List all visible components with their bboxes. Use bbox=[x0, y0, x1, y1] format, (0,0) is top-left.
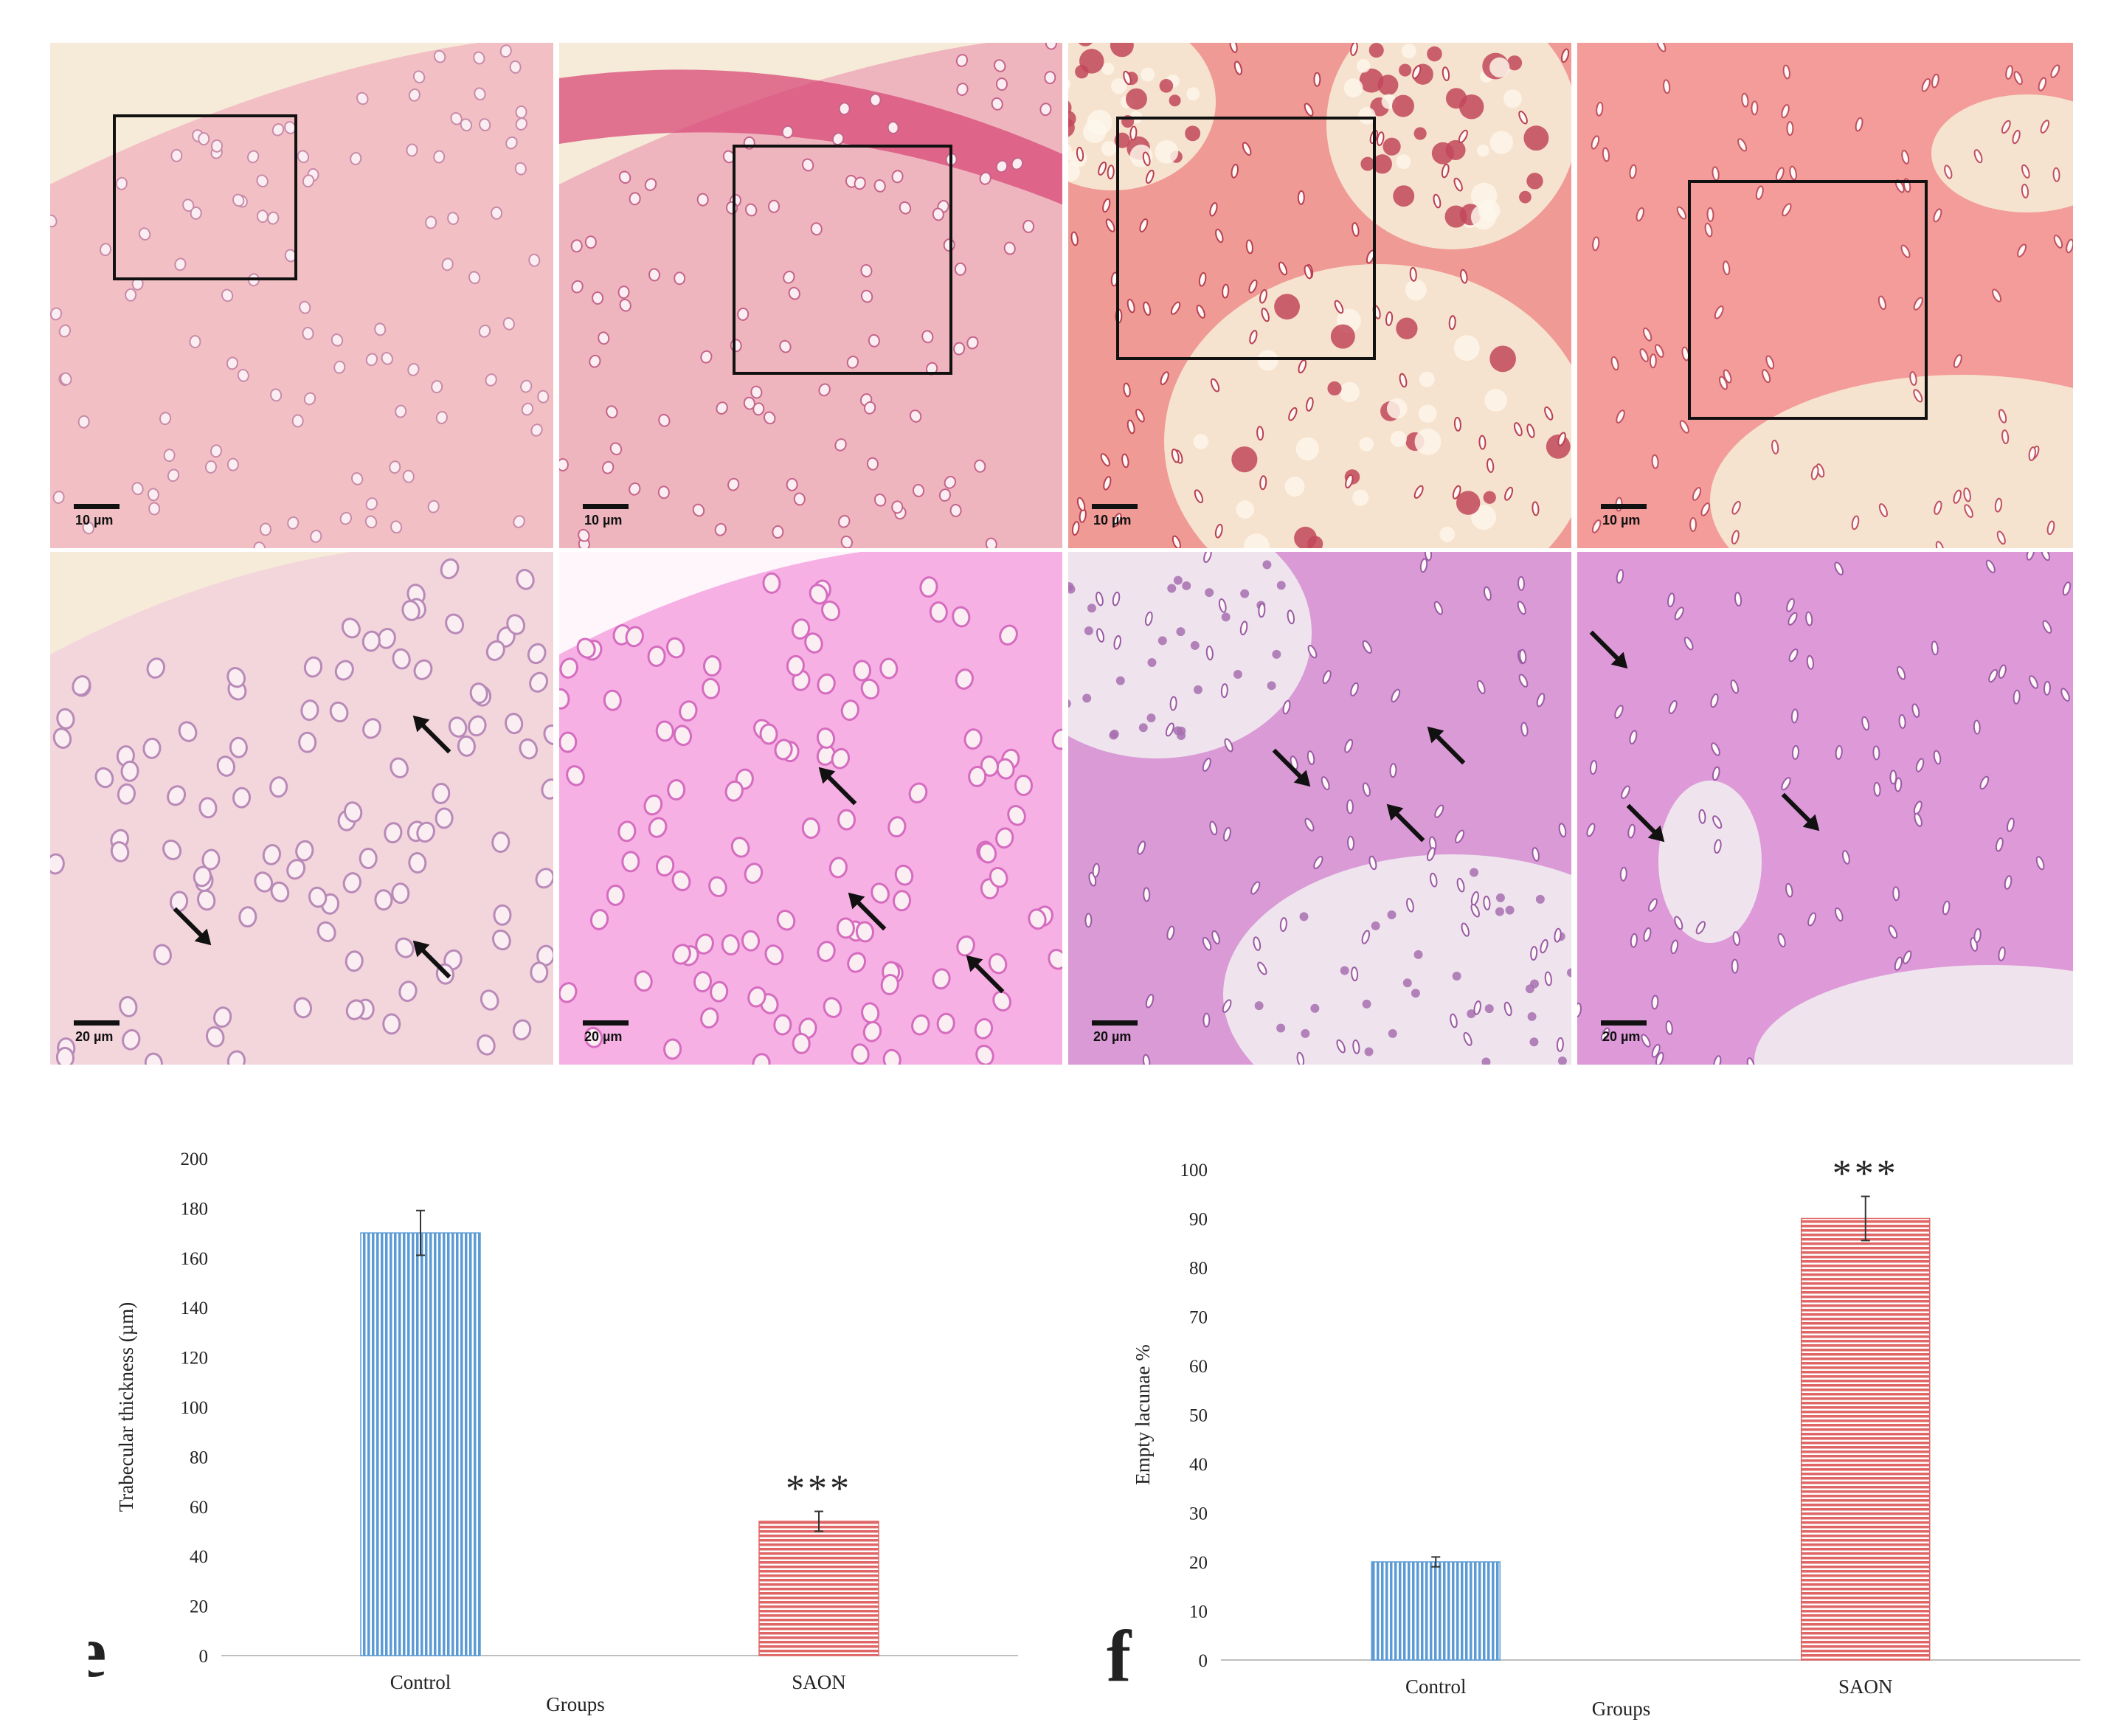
arrow-icon bbox=[1272, 748, 1311, 787]
y-tick-label: 80 bbox=[1189, 1259, 1208, 1279]
x-tick-label: SAON bbox=[792, 1671, 846, 1693]
scale-bar bbox=[74, 1020, 120, 1026]
x-axis-label: Groups bbox=[546, 1693, 605, 1715]
micrograph-c-low-mag: 10 µm bbox=[1068, 43, 1571, 548]
tissue-image bbox=[50, 552, 553, 1065]
micrograph-d-high-mag: 20 µm bbox=[1577, 552, 2073, 1065]
micrograph-a-high-mag: 20 µm bbox=[50, 552, 553, 1065]
bar-control bbox=[1371, 1561, 1501, 1661]
y-tick-label: 20 bbox=[190, 1597, 208, 1617]
scale-bar-label: 10 µm bbox=[584, 513, 623, 528]
panel-label-e: e bbox=[89, 1611, 106, 1692]
scale-bar-label: 10 µm bbox=[1093, 513, 1132, 528]
scale-bar bbox=[1601, 1020, 1647, 1026]
tissue-image bbox=[559, 43, 1062, 548]
inset-region-box bbox=[1116, 117, 1376, 360]
y-tick-label: 120 bbox=[181, 1349, 209, 1369]
y-tick-label: 50 bbox=[1189, 1406, 1208, 1426]
y-tick-label: 80 bbox=[190, 1448, 208, 1467]
chart-empty-lacunae: 0 10 20 30 40 50 60 70 80 90 100 Empty lacunae % Con… bbox=[1107, 1153, 2080, 1720]
y-tick-label: 140 bbox=[181, 1298, 209, 1318]
arrow-icon bbox=[1626, 803, 1665, 843]
micrograph-c-high-mag: 20 µm bbox=[1068, 552, 1571, 1065]
scale-bar bbox=[74, 504, 120, 509]
y-tick-label: 60 bbox=[1189, 1357, 1208, 1377]
scale-bar-label: 10 µm bbox=[1602, 513, 1641, 528]
x-tick-label: SAON bbox=[1838, 1676, 1893, 1698]
y-tick-label: 60 bbox=[190, 1498, 208, 1518]
bar-saon bbox=[1801, 1217, 1931, 1661]
inset-region-box bbox=[733, 145, 952, 375]
arrow-icon bbox=[848, 892, 887, 931]
micrograph-a-low-mag: 10 µm bbox=[50, 43, 553, 548]
y-tick-label: 70 bbox=[1189, 1308, 1208, 1328]
y-tick-label: 0 bbox=[1199, 1651, 1208, 1671]
micrograph-d-low-mag: 10 µm bbox=[1577, 43, 2073, 548]
bar-saon bbox=[758, 1521, 879, 1656]
arrow-icon bbox=[1781, 792, 1820, 831]
y-tick-label: 30 bbox=[1189, 1504, 1208, 1524]
arrow-icon bbox=[818, 767, 857, 806]
tissue-image bbox=[1577, 43, 2073, 548]
tissue-image bbox=[559, 552, 1062, 1065]
y-tick-label: 200 bbox=[181, 1149, 209, 1169]
tissue-image bbox=[1577, 552, 2073, 1065]
micrograph-b-high-mag: 20 µm bbox=[559, 552, 1062, 1065]
x-axis-label: Groups bbox=[1592, 1698, 1651, 1720]
arrow-icon bbox=[1427, 726, 1466, 765]
x-tick-label: Control bbox=[390, 1671, 451, 1693]
scale-bar bbox=[583, 504, 629, 509]
scale-bar-label: 20 µm bbox=[75, 1029, 114, 1044]
tissue-image bbox=[1068, 43, 1571, 548]
arrow-icon bbox=[966, 955, 1005, 994]
y-tick-label: 90 bbox=[1189, 1210, 1208, 1230]
significance-label: *** bbox=[1833, 1153, 1899, 1195]
scale-bar-label: 20 µm bbox=[1602, 1029, 1641, 1044]
y-tick-label: 40 bbox=[190, 1547, 208, 1567]
scale-bar bbox=[1092, 1020, 1138, 1026]
y-tick-label: 0 bbox=[199, 1647, 209, 1667]
arrow-icon bbox=[1589, 630, 1628, 669]
y-tick-label: 10 bbox=[1189, 1602, 1208, 1622]
tissue-image bbox=[50, 43, 553, 548]
y-tick-label: 20 bbox=[1189, 1553, 1208, 1573]
inset-region-box bbox=[113, 114, 297, 280]
scale-bar bbox=[583, 1020, 629, 1026]
scale-bar-label: 10 µm bbox=[75, 513, 114, 528]
y-tick-label: 100 bbox=[181, 1398, 209, 1418]
arrow-icon bbox=[1386, 803, 1425, 843]
inset-region-box bbox=[1688, 180, 1928, 420]
scale-bar bbox=[1092, 504, 1138, 509]
micrograph-b-low-mag: 10 µm bbox=[559, 43, 1062, 548]
scale-bar bbox=[1601, 504, 1647, 509]
x-tick-label: Control bbox=[1405, 1676, 1467, 1698]
y-tick-label: 160 bbox=[181, 1249, 209, 1269]
panel-label-f: f bbox=[1107, 1615, 1132, 1697]
arrow-icon bbox=[412, 940, 451, 979]
arrow-icon bbox=[173, 907, 212, 946]
y-tick-label: 40 bbox=[1189, 1455, 1208, 1475]
y-tick-label: 180 bbox=[181, 1199, 209, 1219]
arrow-icon bbox=[412, 715, 451, 754]
scale-bar-label: 20 µm bbox=[584, 1029, 623, 1044]
y-tick-label: 100 bbox=[1180, 1161, 1208, 1180]
scale-bar-label: 20 µm bbox=[1093, 1029, 1132, 1044]
bar-control bbox=[360, 1232, 481, 1656]
y-axis-label: Trabecular thickness (µm) bbox=[115, 1302, 137, 1512]
y-axis-label: Empty lacunae % bbox=[1132, 1344, 1154, 1484]
chart-trabecular-thickness: 0 20 40 60 80 100 120 140 160 180 200 Trabecular th… bbox=[89, 1149, 1018, 1715]
significance-label: *** bbox=[786, 1468, 852, 1510]
tissue-image bbox=[1068, 552, 1571, 1065]
